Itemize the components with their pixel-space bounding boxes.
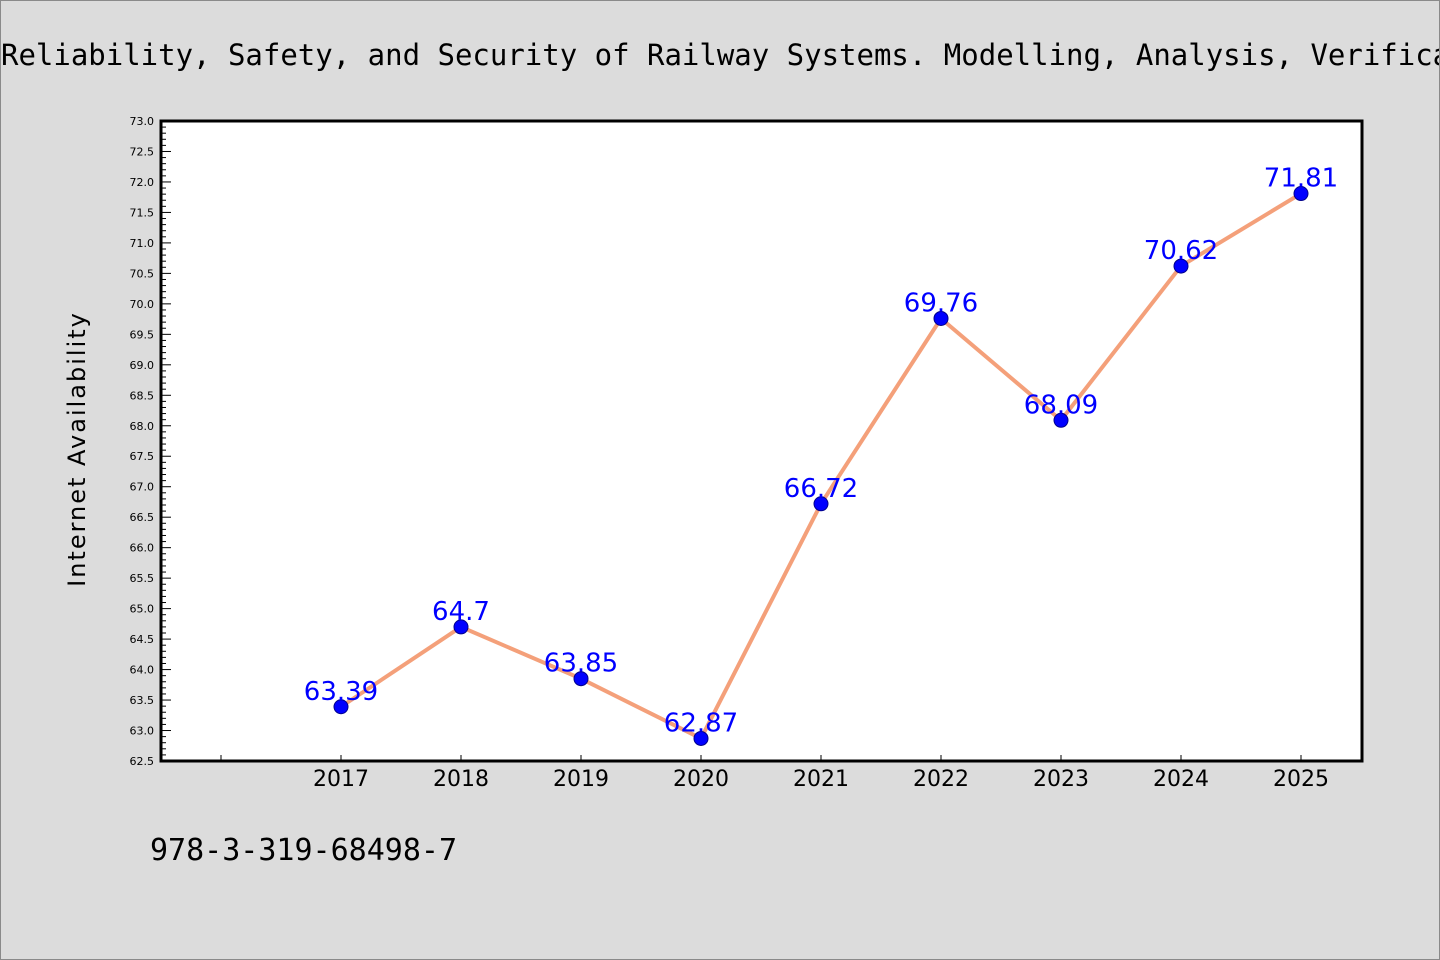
x-tick-label: 2023 <box>1033 767 1089 792</box>
x-tick-label: 2021 <box>793 767 849 792</box>
data-label: 62.87 <box>664 708 738 738</box>
data-point <box>1053 412 1069 428</box>
y-tick-label: 72.0 <box>130 176 155 189</box>
x-tick-label: 2022 <box>913 767 969 792</box>
y-tick-label: 69.5 <box>130 328 155 341</box>
y-tick-label: 70.5 <box>130 267 155 280</box>
x-axis: 2017 2018 2019 2020 2021 2022 2023 2024 2025 <box>220 755 1329 792</box>
y-tick-label: 64.0 <box>130 664 155 677</box>
data-label: 63.85 <box>544 649 618 679</box>
data-label: 68.09 <box>1024 390 1098 420</box>
x-tick-label: 2020 <box>673 767 729 792</box>
y-tick-label: 65.0 <box>130 603 155 616</box>
isbn-text: 978-3-319-68498-7 <box>150 833 458 868</box>
y-tick-label: 70.0 <box>130 298 155 311</box>
y-tick-label: 65.5 <box>130 572 155 585</box>
data-point <box>1293 186 1309 202</box>
y-tick-label: 68.5 <box>130 389 155 402</box>
data-label: 71.81 <box>1264 164 1338 194</box>
y-tick-label: 66.5 <box>130 511 155 524</box>
y-tick-label: 63.0 <box>130 725 155 738</box>
y-tick-label: 73.0 <box>130 115 155 128</box>
y-axis: 62.5 63.0 63.5 64.0 64.5 65.0 65.5 66.0 66.5 67.0… <box>130 115 171 768</box>
y-tick-label: 68.0 <box>130 420 155 433</box>
x-tick-label: 2024 <box>1153 767 1209 792</box>
data-point <box>813 496 829 512</box>
y-tick-label: 72.5 <box>130 145 155 158</box>
series-layer: 63.39 64.7 63.85 62.87 66.72 69.76 68.09 70.62 7… <box>304 164 1338 746</box>
data-point <box>933 310 949 326</box>
y-axis-label: Internet Availability <box>63 311 91 587</box>
chart-title: Reliability, Safety, and Security of Rai… <box>1 38 1439 72</box>
data-point <box>333 699 349 715</box>
data-point <box>573 671 589 687</box>
plot-area <box>159 119 1364 763</box>
y-tick-label: 67.5 <box>130 450 155 463</box>
data-label: 69.76 <box>904 288 978 318</box>
y-tick-label: 67.0 <box>130 481 155 494</box>
x-tick-label: 2019 <box>553 767 609 792</box>
data-label: 63.39 <box>304 677 378 707</box>
x-tick-label: 2025 <box>1273 767 1329 792</box>
y-tick-label: 64.5 <box>130 633 155 646</box>
y-tick-label: 63.5 <box>130 694 155 707</box>
data-label: 70.62 <box>1144 236 1218 266</box>
y-tick-label: 71.5 <box>130 206 155 219</box>
y-tick-label: 66.0 <box>130 542 155 555</box>
data-point <box>1173 258 1189 274</box>
data-point <box>453 619 469 635</box>
data-point <box>693 730 709 746</box>
y-tick-label: 71.0 <box>130 237 155 250</box>
x-tick-label: 2017 <box>313 767 369 792</box>
x-tick-label: 2018 <box>433 767 489 792</box>
data-label: 66.72 <box>784 474 858 504</box>
y-tick-label: 69.0 <box>130 359 155 372</box>
data-label: 64.7 <box>432 597 490 627</box>
y-tick-label: 62.5 <box>130 755 155 768</box>
